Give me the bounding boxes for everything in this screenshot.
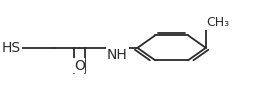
Text: HS: HS bbox=[2, 41, 21, 55]
Text: O: O bbox=[74, 59, 85, 73]
Text: CH₃: CH₃ bbox=[206, 16, 229, 29]
Text: NH: NH bbox=[107, 48, 128, 62]
